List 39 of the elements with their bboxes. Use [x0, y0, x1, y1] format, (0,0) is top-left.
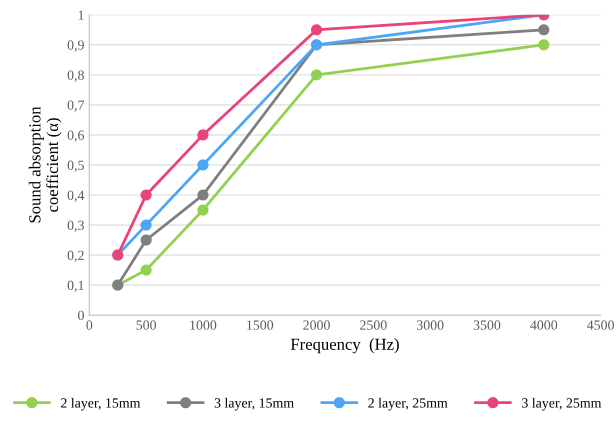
point — [140, 189, 152, 201]
y-tick-label: 0,6 — [68, 130, 84, 142]
legend-label: 2 layer, 25mm — [368, 398, 448, 410]
point — [140, 219, 152, 231]
y-tick-label: 0,9 — [68, 40, 84, 52]
y-axis-title: Sound absorption coefficient (α) — [28, 106, 62, 222]
y-tick-label: 0,3 — [68, 220, 84, 232]
y-tick-label: 0,2 — [68, 250, 84, 262]
point — [197, 204, 208, 216]
point — [197, 189, 208, 201]
x-tick-label: 0 — [86, 320, 92, 330]
point — [538, 24, 550, 36]
point — [140, 264, 152, 276]
x-axis-title: Frequency (Hz) — [290, 338, 399, 354]
point — [197, 129, 208, 140]
y-tick-label: 0,5 — [68, 160, 84, 172]
y-tick-label: 0,7 — [68, 100, 84, 112]
y-tick-label: 0,8 — [68, 70, 84, 82]
point — [538, 39, 550, 50]
y-tick-label: 1 — [78, 10, 84, 20]
y-tick-label: 0,4 — [68, 190, 84, 202]
legend-label: 3 layer, 25mm — [522, 398, 602, 410]
x-tick-label: 500 — [136, 320, 156, 330]
x-tick-label: 3500 — [474, 320, 500, 330]
point — [311, 24, 322, 36]
x-tick-label: 4000 — [530, 320, 558, 330]
point — [311, 69, 322, 80]
legend-label: 2 layer, 15mm — [60, 398, 140, 410]
x-tick-label: 2500 — [360, 320, 387, 330]
y-tick-label: 0,1 — [68, 280, 84, 292]
x-tick-label: 4500 — [586, 320, 614, 330]
x-tick-label: 2000 — [303, 320, 330, 330]
x-tick-label: 1000 — [190, 320, 216, 330]
legend-label: 3 layer, 15mm — [214, 398, 294, 410]
point — [197, 159, 208, 171]
x-tick-label: 1500 — [247, 320, 274, 330]
point — [140, 234, 152, 246]
y-tick-label: 0 — [78, 310, 84, 320]
x-tick-label: 3000 — [416, 320, 444, 330]
